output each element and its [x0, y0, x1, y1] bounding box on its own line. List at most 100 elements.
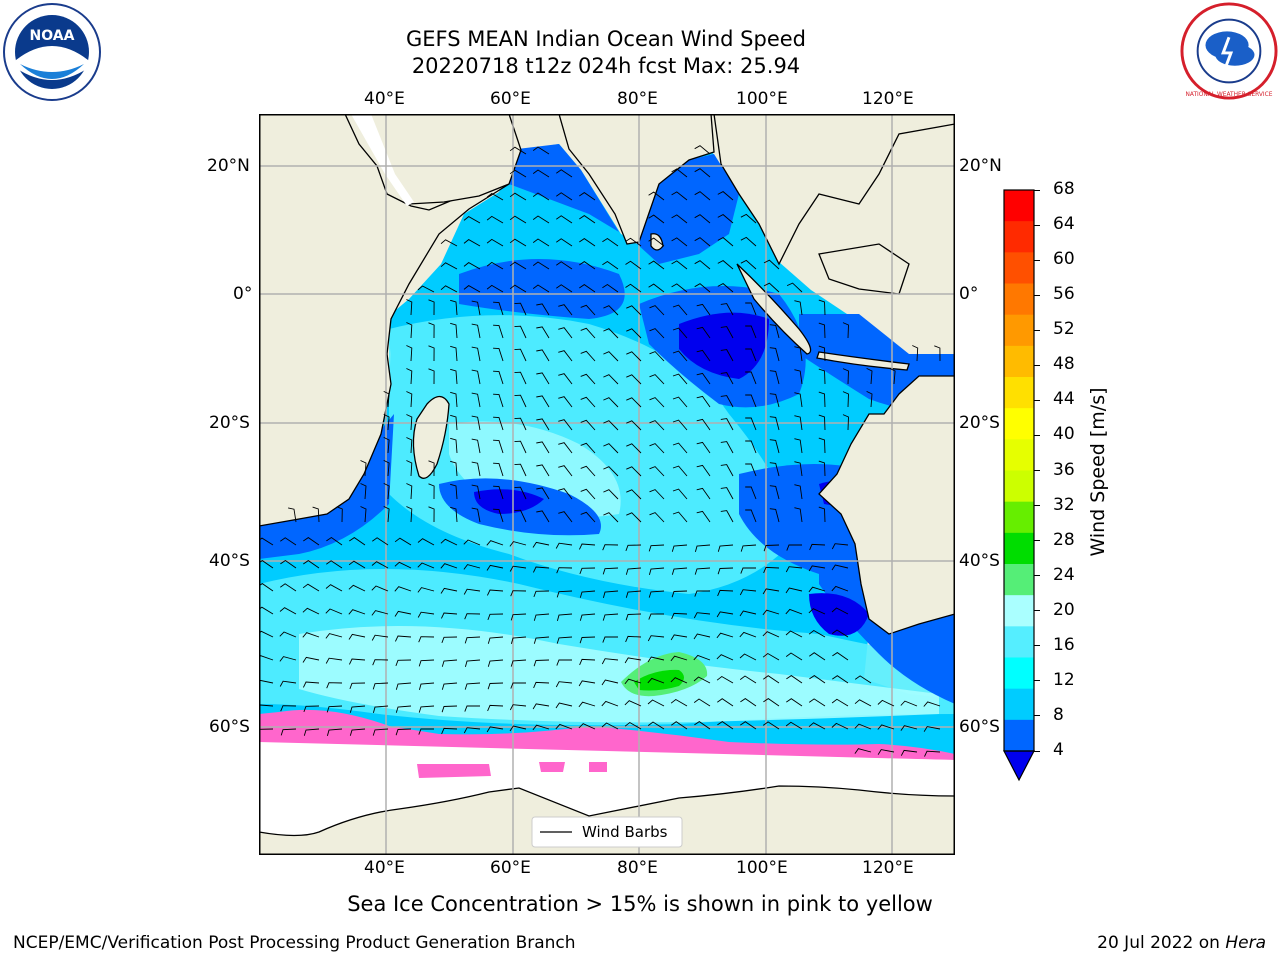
wind-barb: [536, 464, 550, 477]
wind-barb: [440, 285, 458, 293]
wind-barb: [649, 489, 665, 500]
wind-barb: [514, 371, 527, 385]
wind-barb: [832, 675, 849, 684]
wind-barb: [514, 509, 527, 523]
wind-barb: [808, 586, 826, 593]
ocean-band-lightest: [299, 626, 939, 723]
colorbar-tick-label: 52: [1053, 319, 1075, 340]
wind-barb: [406, 299, 413, 316]
wind-barb: [580, 327, 596, 339]
wind-barb: [716, 611, 734, 618]
wind-barb: [486, 284, 504, 293]
colorbar-tick-mark: [1034, 224, 1040, 226]
wind-barb: [279, 631, 297, 638]
wind-barb: [532, 192, 550, 201]
wind-barb: [532, 724, 550, 731]
wind-barb: [785, 721, 803, 730]
wind-barb: [395, 659, 412, 667]
lat-tick-right: 20°S: [959, 413, 1000, 433]
wind-barb: [649, 512, 665, 523]
wind-barb: [493, 462, 504, 477]
lon-tick-top: 80°E: [617, 89, 658, 109]
ocean-band-deepest: [679, 312, 769, 379]
footer-branch: NCEP/EMC/Verification Post Processing Pr…: [13, 933, 576, 953]
wind-barb: [463, 539, 481, 546]
wind-barb: [696, 441, 711, 454]
wind-barb: [348, 560, 366, 569]
wind-barb: [745, 394, 757, 408]
wind-barb: [487, 636, 504, 644]
wind-barb: [580, 396, 596, 408]
wind-barb: [877, 699, 895, 707]
wind-barb: [372, 705, 389, 714]
wind-barb: [558, 304, 573, 316]
wind-barb: [406, 483, 413, 500]
wind-barb: [440, 587, 458, 594]
wind-barb: [900, 725, 918, 731]
wind-barb: [509, 565, 527, 572]
wind-barb: [464, 636, 481, 644]
wind-barb: [418, 682, 435, 691]
wind-barb: [769, 439, 780, 454]
wind-barb: [536, 441, 550, 454]
wind-barb: [450, 299, 458, 316]
wind-barb: [649, 328, 665, 339]
wind-barb: [280, 705, 297, 712]
wind-barb: [808, 608, 826, 615]
colorbar-tick-mark: [1034, 259, 1040, 261]
wind-barb: [578, 723, 596, 730]
wind-barb: [717, 283, 734, 293]
wind-barb: [794, 415, 803, 431]
wind-barb: [579, 238, 596, 247]
wind-barb: [670, 655, 688, 662]
colorbar-segment: [1004, 501, 1034, 534]
wind-barb: [383, 505, 390, 523]
wind-speed-map: Wind Barbs: [259, 114, 955, 855]
colorbar-tick-mark: [1034, 540, 1040, 542]
wind-barb: [625, 590, 642, 598]
wind-barb: [509, 192, 527, 201]
wind-barb: [394, 635, 412, 642]
sea-ice-floe: [589, 762, 607, 772]
wind-barb: [510, 682, 526, 689]
noaa-logo-text: NOAA: [30, 28, 75, 44]
wind-barb: [348, 658, 366, 665]
wind-barb: [648, 191, 665, 201]
wind-barb: [794, 300, 803, 316]
colorbar-tick-label: 20: [1053, 599, 1075, 620]
wind-barb: [471, 323, 481, 339]
wind-barb: [877, 724, 895, 730]
wind-barb: [626, 420, 642, 431]
lon-tick-bottom: 120°E: [862, 858, 914, 878]
wind-barb: [486, 215, 504, 224]
wind-barb: [602, 237, 619, 247]
wind-barb: [831, 585, 849, 592]
wind-barb: [406, 506, 413, 523]
wind-barb: [532, 215, 550, 224]
wind-barb: [818, 299, 826, 316]
wind-barb: [532, 566, 550, 573]
wind-barb: [648, 590, 665, 598]
lat-tick-left: 60°S: [209, 717, 250, 737]
wind-barb: [360, 483, 367, 500]
wind-barb: [486, 540, 504, 546]
wind-barb: [900, 700, 918, 707]
wind-barb: [360, 506, 367, 523]
ocean-band-dark: [259, 414, 394, 559]
wind-barb: [626, 397, 642, 408]
colorbar-tick-mark: [1034, 470, 1040, 471]
wind-barb: [471, 415, 481, 431]
wind-barb: [532, 541, 550, 548]
wind-barb: [450, 368, 458, 385]
wind-barb: [696, 349, 711, 362]
wind-barb: [626, 374, 642, 385]
wind-barb: [579, 658, 596, 666]
wind-barb: [624, 700, 642, 707]
wind-barb: [671, 567, 688, 575]
wind-barb: [694, 260, 711, 270]
wind-barb: [745, 509, 757, 523]
wind-barb: [866, 367, 873, 385]
wind-barb: [671, 283, 688, 293]
wind-barb: [716, 632, 734, 639]
wind-barb: [672, 488, 688, 500]
